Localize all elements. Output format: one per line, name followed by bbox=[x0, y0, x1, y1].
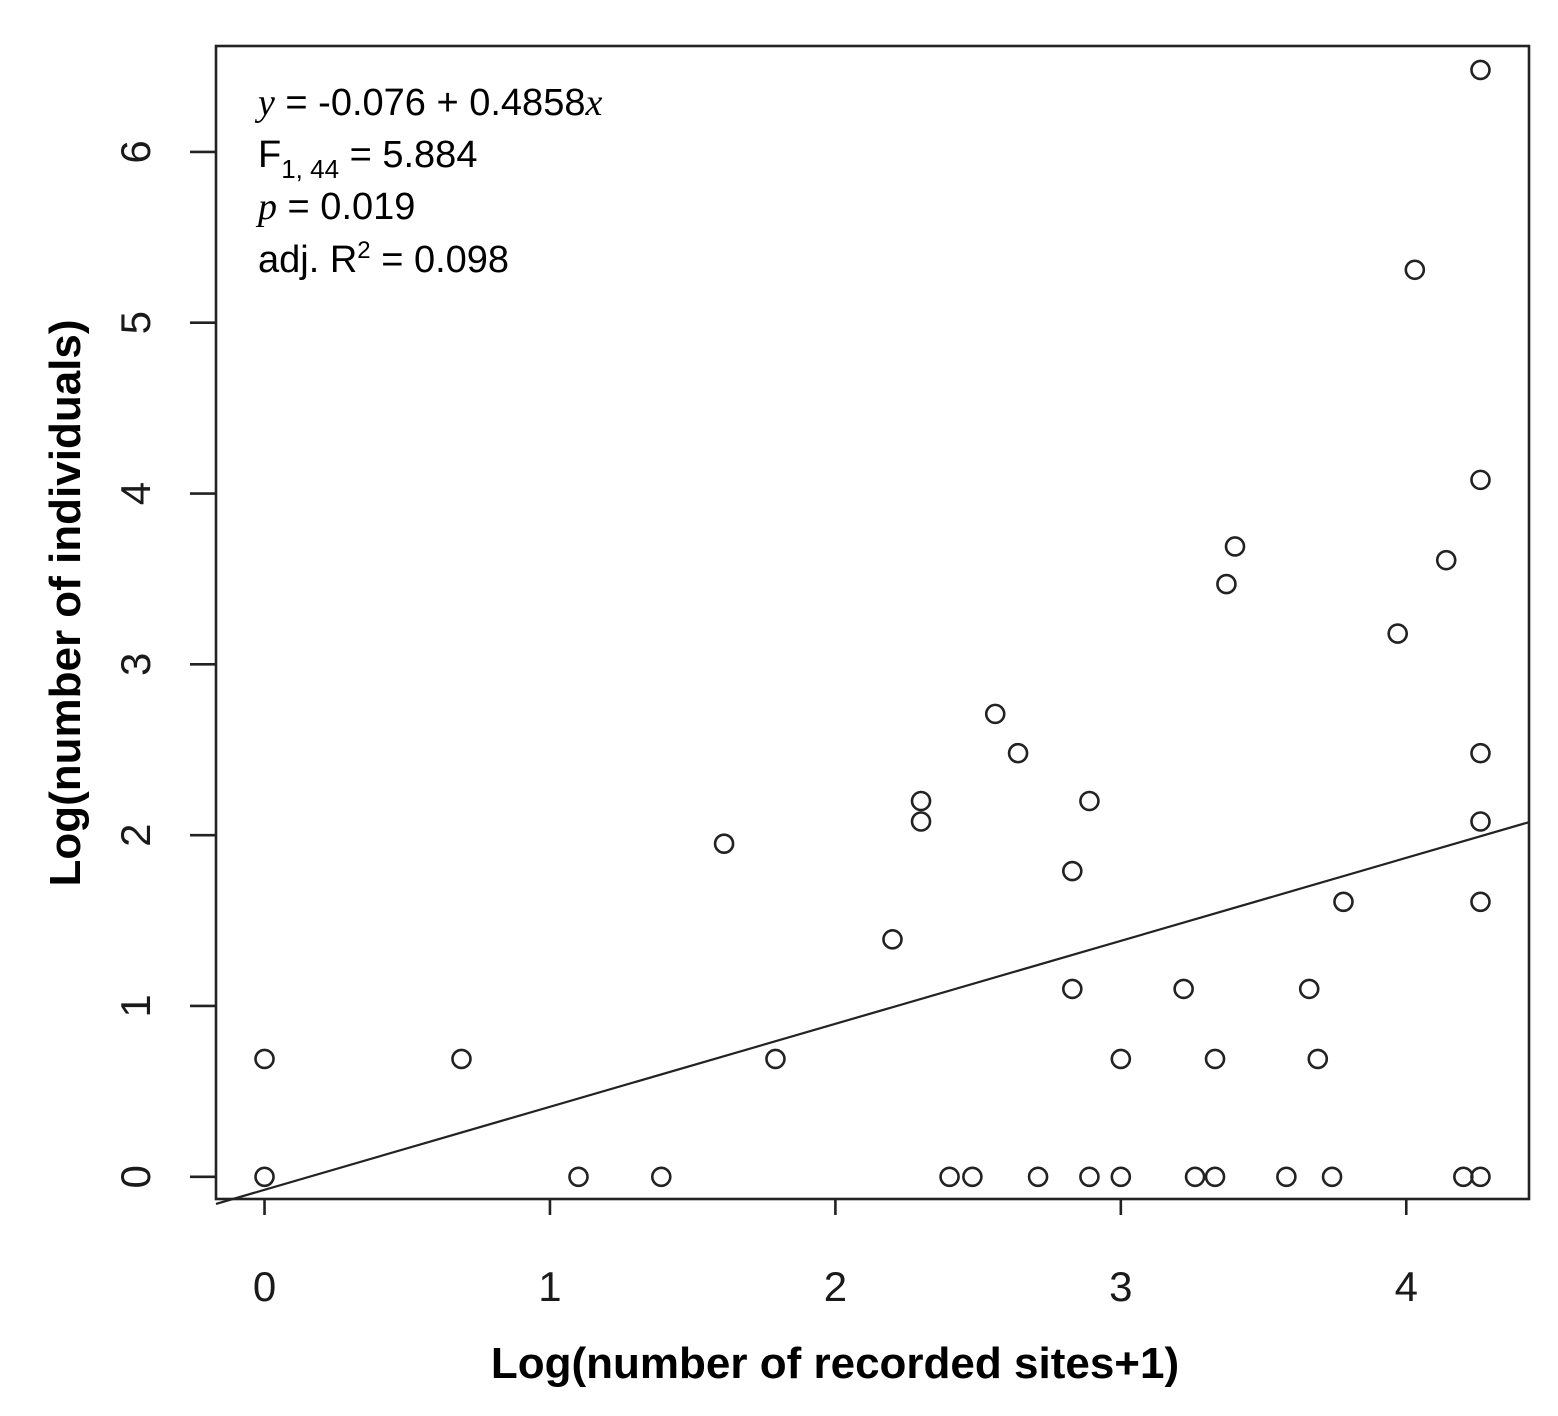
data-point bbox=[1184, 1166, 1206, 1188]
data-point bbox=[254, 1048, 275, 1070]
y-tick-label: 1 bbox=[112, 994, 159, 1017]
y-axis-title: Log(number of individuals) bbox=[41, 319, 90, 886]
data-point bbox=[910, 811, 932, 832]
x-axis-title: Log(number of recorded sites+1) bbox=[491, 1339, 1179, 1388]
y-tick-label: 2 bbox=[112, 823, 159, 846]
data-point bbox=[1470, 811, 1491, 832]
data-point bbox=[1276, 1166, 1297, 1188]
data-point bbox=[254, 1166, 275, 1188]
x-tick-label: 2 bbox=[824, 1263, 847, 1310]
data-point bbox=[1062, 978, 1083, 1000]
data-point bbox=[1404, 259, 1426, 281]
y-tick-label: 3 bbox=[112, 653, 159, 676]
data-point bbox=[765, 1048, 786, 1070]
data-point bbox=[1007, 742, 1029, 764]
x-axis: 0 1 2 3 4 bbox=[253, 1199, 1418, 1310]
data-point bbox=[1110, 1166, 1132, 1188]
data-point bbox=[1079, 790, 1100, 812]
plot-frame bbox=[214, 44, 1531, 1201]
data-point bbox=[984, 703, 1006, 725]
y-tick-label: 0 bbox=[112, 1165, 159, 1188]
y-tick-label: 6 bbox=[112, 140, 159, 163]
x-tick-label: 4 bbox=[1395, 1263, 1418, 1310]
data-point bbox=[910, 790, 932, 812]
data-point bbox=[1321, 1166, 1343, 1188]
data-points bbox=[254, 59, 1491, 1188]
data-point bbox=[1470, 891, 1491, 913]
y-tick-label: 5 bbox=[112, 311, 159, 334]
data-point bbox=[1333, 891, 1354, 913]
data-point bbox=[1027, 1166, 1049, 1188]
stats-annotation: y = -0.076 + 0.4858x F1, 44 = 5.884 p = … bbox=[254, 82, 602, 281]
data-point bbox=[1470, 742, 1491, 764]
p-value-text: p = 0.019 bbox=[255, 186, 415, 228]
data-point bbox=[1079, 1166, 1100, 1188]
data-point bbox=[1204, 1166, 1226, 1188]
data-point bbox=[451, 1048, 472, 1070]
data-point bbox=[1470, 1166, 1491, 1188]
data-point bbox=[1298, 978, 1320, 1000]
f-statistic-text: F1, 44 = 5.884 bbox=[258, 134, 477, 184]
x-tick-label: 0 bbox=[253, 1263, 276, 1310]
equation-text: y = -0.076 + 0.4858x bbox=[254, 82, 602, 124]
r-squared-text: adj. R2 = 0.098 bbox=[258, 237, 509, 281]
data-point bbox=[939, 1166, 960, 1188]
data-point bbox=[1387, 623, 1408, 644]
data-point bbox=[882, 929, 903, 950]
data-point bbox=[1110, 1048, 1132, 1070]
data-point bbox=[568, 1166, 589, 1188]
data-point bbox=[1173, 978, 1194, 1000]
data-point bbox=[1062, 860, 1083, 882]
data-point bbox=[1216, 573, 1237, 595]
x-tick-label: 3 bbox=[1109, 1263, 1132, 1310]
data-point bbox=[1224, 536, 1246, 557]
y-axis: 0 1 2 3 4 5 6 bbox=[112, 140, 216, 1188]
data-point bbox=[1470, 59, 1491, 81]
regression-line-group bbox=[215, 821, 1530, 1205]
data-point bbox=[1435, 549, 1457, 571]
x-tick-label: 1 bbox=[538, 1263, 561, 1310]
data-point bbox=[1453, 1166, 1474, 1188]
data-point bbox=[962, 1166, 983, 1188]
data-point bbox=[650, 1166, 672, 1188]
regression-line bbox=[215, 821, 1530, 1205]
data-point bbox=[713, 833, 735, 855]
y-tick-label: 4 bbox=[112, 482, 159, 505]
data-point bbox=[1204, 1048, 1226, 1070]
data-point bbox=[1470, 469, 1491, 491]
data-point bbox=[1307, 1048, 1329, 1070]
